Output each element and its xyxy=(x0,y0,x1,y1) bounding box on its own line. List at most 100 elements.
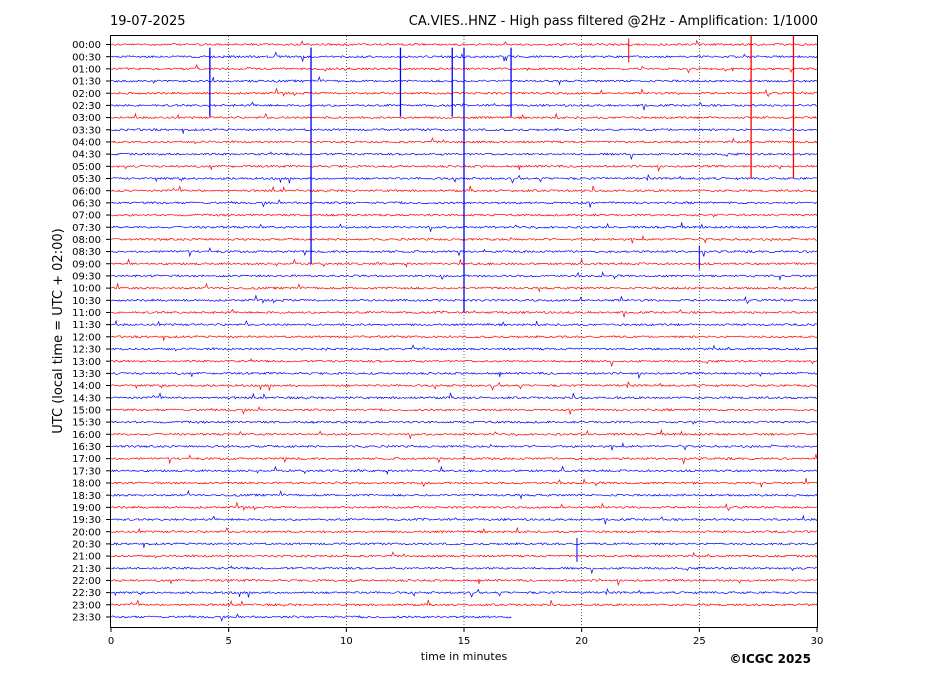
trace-09:00 xyxy=(110,258,818,269)
trace-08:00 xyxy=(110,234,818,244)
y-tick-label: 13:00 xyxy=(72,357,101,368)
y-tick-label: 15:30 xyxy=(72,418,101,429)
trace-09:30 xyxy=(110,271,818,281)
y-tick-label: 07:00 xyxy=(72,211,101,222)
trace-04:30 xyxy=(110,151,818,161)
y-tick-label: 07:30 xyxy=(72,223,101,234)
trace-07:00 xyxy=(110,213,818,218)
y-tick-label: 23:00 xyxy=(72,600,101,611)
trace-11:30 xyxy=(110,319,818,327)
y-tick-label: 08:30 xyxy=(72,247,101,258)
y-tick-label: 01:30 xyxy=(72,77,101,88)
y-tick-label: 11:00 xyxy=(72,308,101,319)
trace-02:00 xyxy=(110,87,818,98)
trace-15:00 xyxy=(110,406,817,415)
seismic-events xyxy=(209,36,795,562)
trace-07:30 xyxy=(111,222,818,232)
y-tick-label: 19:00 xyxy=(72,503,101,514)
y-tick-label: 04:30 xyxy=(72,150,101,161)
trace-16:00 xyxy=(110,429,818,439)
y-tick-label: 18:00 xyxy=(72,479,101,490)
trace-17:00 xyxy=(110,453,818,465)
x-axis-ticks: 0 5 10 15 20 25 30 xyxy=(108,627,824,647)
seismic-traces xyxy=(110,39,818,622)
y-tick-label: 23:30 xyxy=(72,613,101,624)
y-tick-label: 10:30 xyxy=(72,296,101,307)
trace-03:30 xyxy=(110,128,818,134)
trace-06:00 xyxy=(110,185,818,193)
chart-date: 19-07-2025 xyxy=(110,14,186,29)
y-tick-label: 15:00 xyxy=(72,406,101,417)
trace-23:30 xyxy=(110,613,512,622)
y-tick-label: 12:00 xyxy=(72,332,101,343)
y-tick-label: 02:00 xyxy=(72,89,101,100)
trace-00:00 xyxy=(110,39,818,47)
trace-12:30 xyxy=(110,344,818,352)
trace-01:30 xyxy=(110,76,818,86)
y-tick-label: 03:00 xyxy=(72,113,101,124)
y-tick-label: 21:30 xyxy=(72,564,101,575)
y-tick-label: 18:30 xyxy=(72,491,101,502)
y-axis-label: UTC (local time = UTC + 02:00) xyxy=(51,228,66,433)
plot-frame xyxy=(110,35,818,628)
y-tick-label: 20:30 xyxy=(72,539,101,550)
trace-04:00 xyxy=(111,137,818,145)
y-tick-label: 20:00 xyxy=(72,527,101,538)
trace-21:30 xyxy=(111,565,818,575)
y-tick-label: 16:00 xyxy=(72,430,101,441)
trace-22:00 xyxy=(110,578,818,587)
x-tick-label: 15 xyxy=(458,636,471,647)
trace-18:00 xyxy=(110,478,818,488)
trace-03:00 xyxy=(110,112,818,120)
y-tick-label: 21:00 xyxy=(72,552,101,563)
trace-18:30 xyxy=(110,489,818,500)
y-tick-label: 22:00 xyxy=(72,576,101,587)
x-tick-label: 0 xyxy=(108,636,114,647)
trace-02:30 xyxy=(110,101,817,111)
x-tick-label: 25 xyxy=(693,636,706,647)
trace-19:00 xyxy=(110,501,818,512)
trace-14:00 xyxy=(110,381,818,391)
trace-11:00 xyxy=(110,308,818,318)
trace-16:30 xyxy=(110,441,818,451)
trace-20:30 xyxy=(110,542,818,548)
y-tick-label: 13:30 xyxy=(72,369,101,380)
y-tick-label: 08:00 xyxy=(72,235,101,246)
y-tick-label: 00:00 xyxy=(72,40,101,51)
y-tick-label: 17:00 xyxy=(72,454,101,465)
trace-17:30 xyxy=(110,465,818,476)
y-tick-label: 14:00 xyxy=(72,381,101,392)
y-tick-label: 00:30 xyxy=(72,52,101,63)
y-tick-label: 12:30 xyxy=(72,345,101,356)
y-tick-label: 17:30 xyxy=(72,466,101,477)
chart-title: CA.VIES..HNZ - High pass filtered @2Hz -… xyxy=(409,14,818,29)
x-tick-label: 20 xyxy=(575,636,588,647)
trace-21:00 xyxy=(110,551,818,559)
trace-10:30 xyxy=(110,294,818,305)
trace-15:30 xyxy=(110,420,818,425)
y-tick-label: 06:00 xyxy=(72,186,101,197)
y-tick-label: 19:30 xyxy=(72,515,101,526)
y-tick-label: 11:30 xyxy=(72,320,101,331)
y-tick-label: 01:00 xyxy=(72,64,101,75)
y-tick-label: 16:30 xyxy=(72,442,101,453)
trace-01:00 xyxy=(110,63,818,74)
x-axis-label: time in minutes xyxy=(421,650,508,663)
y-tick-label: 03:30 xyxy=(72,125,101,136)
y-tick-label: 05:00 xyxy=(72,162,101,173)
x-tick-label: 30 xyxy=(811,636,824,647)
y-tick-label: 09:30 xyxy=(72,272,101,283)
trace-13:30 xyxy=(110,371,818,380)
grid-lines xyxy=(228,36,700,627)
y-tick-label: 09:00 xyxy=(72,259,101,270)
y-tick-label: 14:30 xyxy=(72,393,101,404)
y-tick-label: 04:00 xyxy=(72,138,101,149)
trace-12:00 xyxy=(110,335,818,341)
y-tick-label: 22:30 xyxy=(72,588,101,599)
trace-23:00 xyxy=(110,599,818,607)
y-tick-label: 02:30 xyxy=(72,101,101,112)
x-tick-label: 10 xyxy=(340,636,353,647)
y-tick-label: 06:30 xyxy=(72,198,101,209)
trace-00:30 xyxy=(110,51,818,62)
